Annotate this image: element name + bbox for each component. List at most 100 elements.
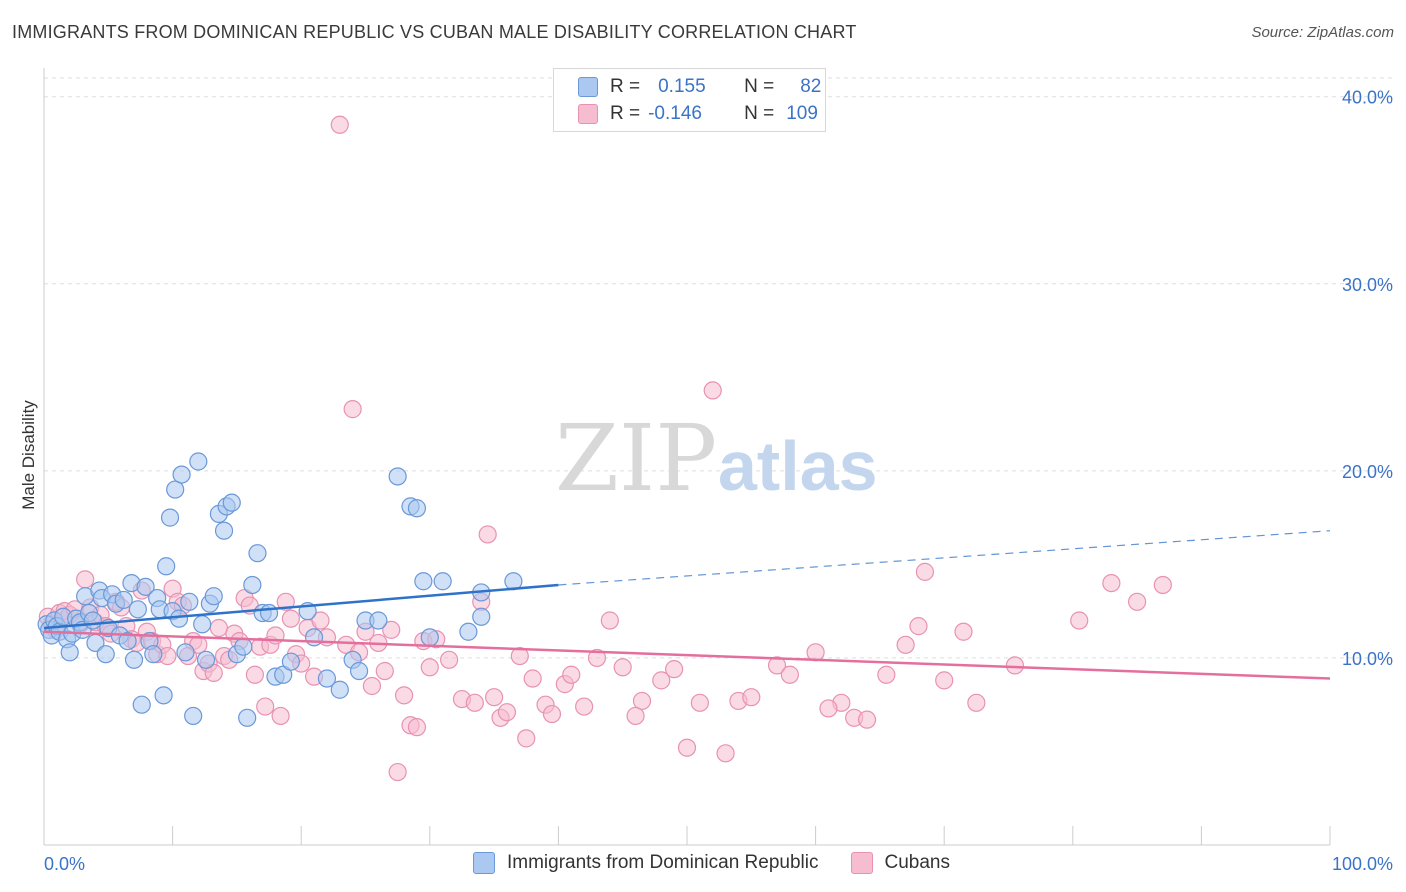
data-point [172, 465, 191, 484]
data-point [587, 648, 607, 668]
data-point [248, 544, 267, 563]
data-point [281, 652, 301, 671]
legend-row-dominican: R = 0.155 N = 82 [578, 74, 821, 100]
data-point [517, 729, 536, 748]
y-tick-label: 20.0% [1342, 462, 1393, 482]
data-point [935, 671, 954, 690]
data-point [281, 609, 301, 628]
data-point [222, 493, 241, 512]
data-point [407, 499, 427, 518]
data-point [497, 703, 517, 722]
data-point [271, 706, 290, 726]
data-point [330, 115, 349, 134]
trend-line-dominican-projection [558, 530, 1331, 586]
data-point [439, 650, 459, 669]
legend-row-cubans: R = -0.146 N = 109 [578, 101, 818, 127]
data-point [613, 658, 632, 677]
data-point [114, 590, 133, 610]
data-point [485, 688, 504, 707]
data-point [184, 706, 203, 726]
data-point [1127, 592, 1147, 611]
tick-labels: 10.0% 20.0% 30.0% 40.0% 0.0% 100.0% [44, 88, 1393, 874]
data-point [1102, 573, 1121, 593]
data-point [510, 646, 529, 666]
n-value: 82 [800, 76, 822, 97]
data-point [896, 635, 915, 654]
data-point [1153, 575, 1172, 595]
data-point [238, 708, 257, 727]
data-point [909, 617, 928, 636]
data-point [575, 697, 594, 716]
y-tick-label: 10.0% [1342, 649, 1393, 669]
data-point [523, 669, 542, 688]
data-point [600, 611, 619, 630]
trend-lines [43, 530, 1331, 680]
n-value: 109 [786, 103, 818, 124]
svg-text:atlas: atlas [718, 427, 878, 505]
x-tick-label: 100.0% [1332, 854, 1393, 874]
data-point [1070, 611, 1089, 630]
x-tick-label: 0.0% [44, 854, 85, 874]
data-point [176, 643, 195, 662]
trend-line-cubans [43, 630, 1331, 680]
data-point [157, 557, 176, 576]
data-point [154, 686, 173, 705]
data-point [433, 572, 452, 591]
data-point [144, 645, 163, 664]
swatch-blue [473, 852, 495, 874]
data-point [214, 521, 234, 540]
data-point [472, 607, 491, 626]
grid-lines [44, 77, 1392, 659]
data-point [96, 645, 115, 664]
data-point [703, 381, 722, 400]
data-point [128, 600, 147, 619]
data-point [819, 699, 838, 718]
data-point [362, 676, 382, 696]
data-point [330, 680, 349, 699]
data-point [169, 609, 189, 628]
legend-item-dominican[interactable]: Immigrants from Dominican Republic [473, 852, 819, 874]
data-point [806, 643, 825, 662]
r-label: R = [610, 103, 641, 124]
r-value: -0.146 [648, 103, 702, 124]
data-point [180, 592, 199, 611]
data-point [343, 400, 362, 419]
data-point [877, 665, 896, 684]
data-point [780, 665, 799, 684]
stats-legend: R = 0.155 N = 82 R = -0.146 N = 109 [553, 68, 826, 132]
data-point [382, 620, 401, 639]
n-label: N = [744, 103, 775, 124]
swatch-blue [578, 77, 598, 97]
y-tick-label: 30.0% [1342, 275, 1393, 295]
series-dominican [37, 452, 523, 727]
data-point [124, 650, 144, 669]
data-point [652, 671, 671, 690]
data-point [132, 695, 151, 714]
swatch-pink [850, 852, 873, 874]
data-point [915, 562, 935, 581]
data-point [626, 706, 645, 726]
swatch-pink [578, 104, 598, 124]
legend-label: Cubans [884, 852, 951, 873]
data-point [349, 661, 369, 681]
data-point [276, 592, 295, 611]
trend-line-dominican [43, 583, 559, 630]
data-point [459, 622, 478, 641]
data-point [245, 665, 265, 684]
data-point [954, 622, 973, 641]
data-point [742, 688, 761, 707]
y-axis-label: Male Disability [19, 400, 38, 510]
data-point [542, 704, 562, 724]
data-point [243, 575, 262, 595]
n-label: N = [744, 76, 775, 97]
data-point [204, 587, 223, 606]
data-point [716, 744, 735, 763]
series-legend: Immigrants from Dominican Republic Cuban… [473, 852, 982, 874]
data-point [118, 631, 137, 651]
axes [43, 68, 1331, 846]
r-label: R = [610, 76, 641, 97]
data-point [420, 628, 439, 647]
legend-item-cubans[interactable]: Cubans [850, 852, 951, 874]
svg-text:ZIP: ZIP [555, 405, 717, 512]
